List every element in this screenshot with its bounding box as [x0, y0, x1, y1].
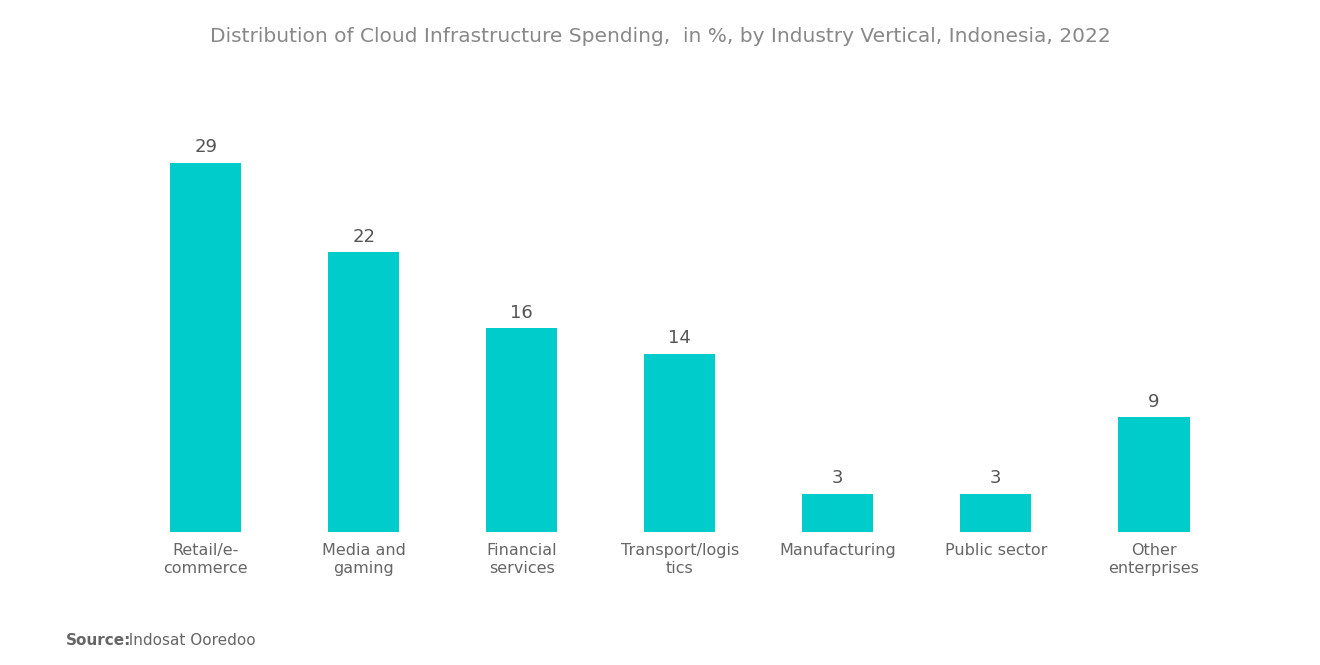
Text: 3: 3 [990, 469, 1002, 487]
Text: 22: 22 [352, 227, 375, 245]
Bar [1118, 418, 1189, 532]
Bar [961, 494, 1031, 532]
Text: 14: 14 [668, 329, 692, 347]
Bar [329, 252, 399, 532]
Text: 9: 9 [1148, 393, 1160, 411]
Text: 16: 16 [511, 304, 533, 322]
Text: 3: 3 [832, 469, 843, 487]
Text: 29: 29 [194, 138, 218, 156]
Text: Indosat Ooredoo: Indosat Ooredoo [119, 633, 256, 648]
Text: Distribution of Cloud Infrastructure Spending,  in %, by Industry Vertical, Indo: Distribution of Cloud Infrastructure Spe… [210, 27, 1110, 46]
Bar [803, 494, 874, 532]
Bar [644, 354, 715, 532]
Bar [170, 163, 242, 532]
Bar [486, 329, 557, 532]
Text: Source:: Source: [66, 633, 132, 648]
